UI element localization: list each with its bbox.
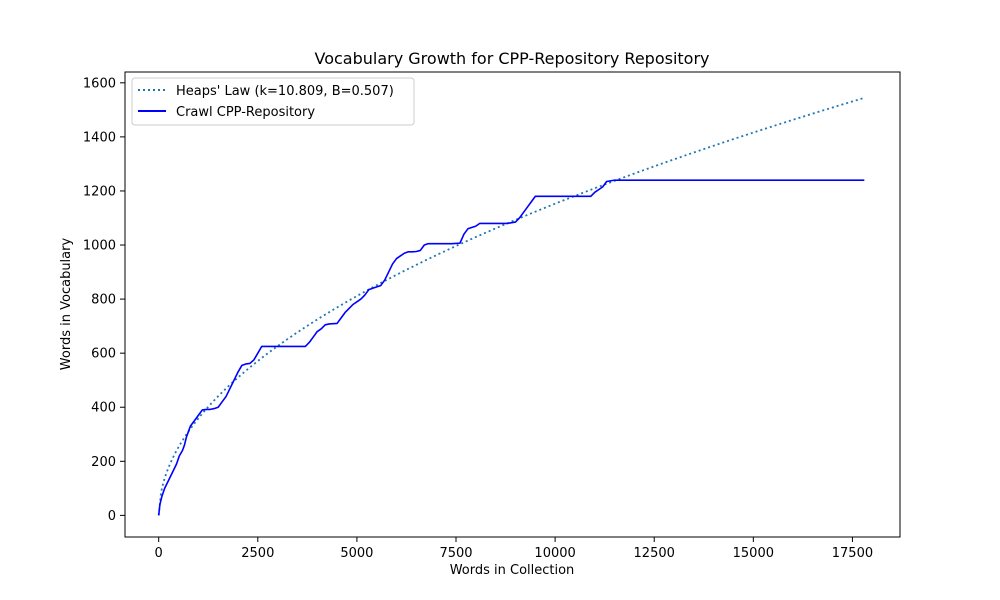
x-axis-label: Words in Collection [450, 563, 575, 578]
y-tick-label: 400 [91, 401, 116, 416]
y-tick-label: 1200 [83, 184, 116, 199]
x-tick-label: 17500 [832, 546, 873, 561]
y-tick-label: 1600 [83, 76, 116, 91]
legend-label-heaps-law: Heaps' Law (k=10.809, B=0.507) [176, 84, 394, 99]
y-tick-label: 800 [91, 293, 116, 308]
x-tick-label: 15000 [733, 546, 774, 561]
y-tick-label: 0 [108, 509, 116, 524]
x-axis: 0 2500 5000 7500 10000 12500 15000 17500 [155, 537, 873, 561]
chart-title: Vocabulary Growth for CPP-Repository Rep… [315, 49, 710, 68]
series-layer [157, 96, 865, 516]
y-axis-label: Words in Vocabulary [59, 238, 74, 371]
x-tick-label: 7500 [439, 546, 472, 561]
x-tick-label: 5000 [340, 546, 373, 561]
series-line-crawl [157, 179, 865, 516]
y-tick-label: 600 [91, 347, 116, 362]
y-axis: 0 200 400 600 800 1000 1200 1400 1600 [83, 76, 125, 524]
axes-frame [124, 71, 901, 538]
legend-frame [131, 77, 415, 126]
series-line-heaps-law [157, 96, 865, 516]
y-tick-label: 200 [91, 455, 116, 470]
x-tick-label: 12500 [634, 546, 675, 561]
x-tick-label: 0 [155, 546, 163, 561]
y-tick-label: 1000 [83, 239, 116, 254]
legend-label-crawl: Crawl CPP-Repository [176, 105, 315, 120]
x-tick-label: 2500 [241, 546, 274, 561]
legend: Heaps' Law (k=10.809, B=0.507) Crawl CPP… [131, 77, 415, 126]
plot-area [124, 71, 901, 538]
y-tick-label: 1400 [83, 130, 116, 145]
x-tick-label: 10000 [534, 546, 575, 561]
